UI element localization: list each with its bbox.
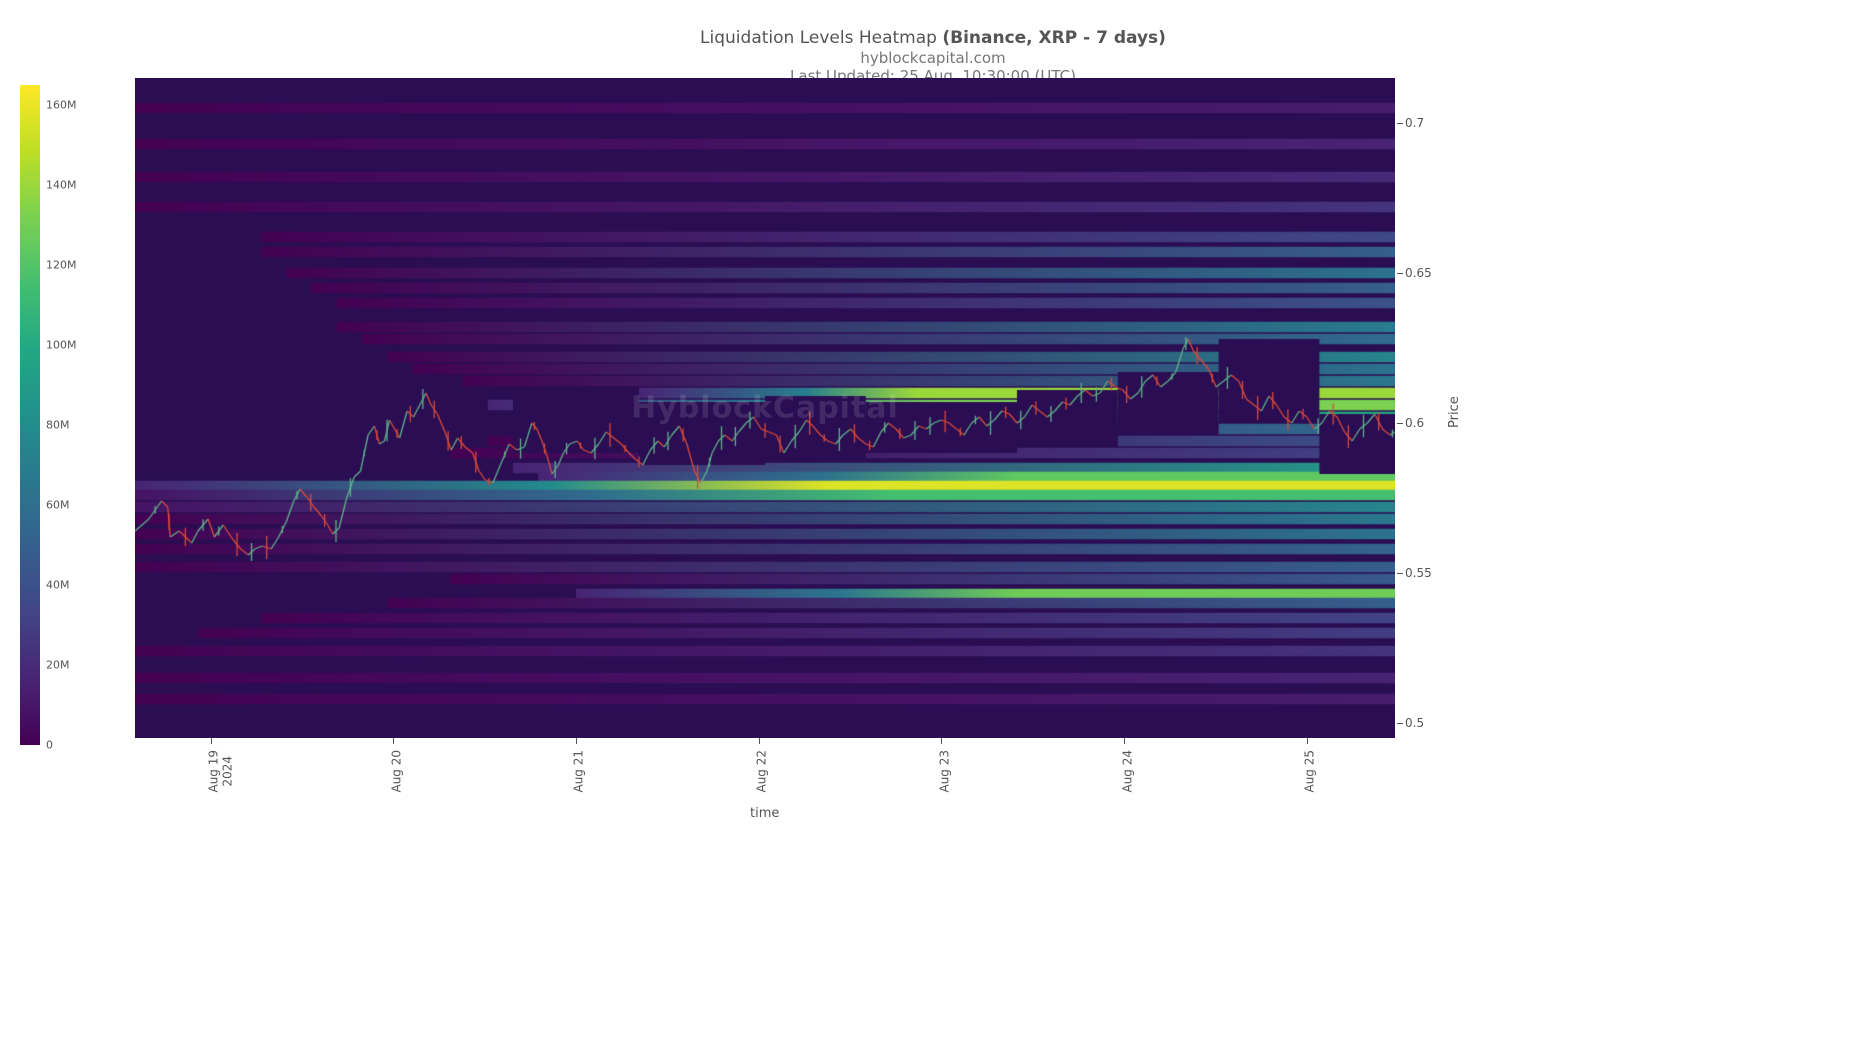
figure: Liquidation Levels Heatmap (Binance, XRP…: [0, 0, 1866, 1050]
y-tick: 0.6: [1405, 416, 1424, 430]
colorbar-tick: 40M: [46, 579, 70, 592]
colorbar-tick: 160M: [46, 99, 77, 112]
chart-subtitle: hyblockcapital.com: [0, 49, 1866, 67]
chart-title-prefix: Liquidation Levels Heatmap: [700, 28, 942, 48]
heatmap-plot: HyblockCapital: [135, 78, 1395, 738]
chart-title-bold: (Binance, XRP - 7 days): [942, 28, 1166, 48]
y-tick: 0.65: [1405, 266, 1432, 280]
colorbar-tick: 0: [46, 739, 53, 752]
x-axis-label: time: [750, 806, 779, 821]
y-tick: 0.7: [1405, 116, 1424, 130]
colorbar-tick: 60M: [46, 499, 70, 512]
chart-title: Liquidation Levels Heatmap (Binance, XRP…: [0, 28, 1866, 48]
y-axis-label: Price: [1447, 396, 1462, 428]
y-tick: 0.55: [1405, 566, 1432, 580]
colorbar-tick: 120M: [46, 259, 77, 272]
colorbar-gradient: [20, 85, 40, 745]
colorbar: [20, 85, 40, 745]
y-tick: 0.5: [1405, 716, 1424, 730]
colorbar-tick: 140M: [46, 179, 77, 192]
colorbar-tick: 20M: [46, 659, 70, 672]
price-line-canvas: [135, 78, 1395, 738]
colorbar-tick: 100M: [46, 339, 77, 352]
colorbar-tick: 80M: [46, 419, 70, 432]
